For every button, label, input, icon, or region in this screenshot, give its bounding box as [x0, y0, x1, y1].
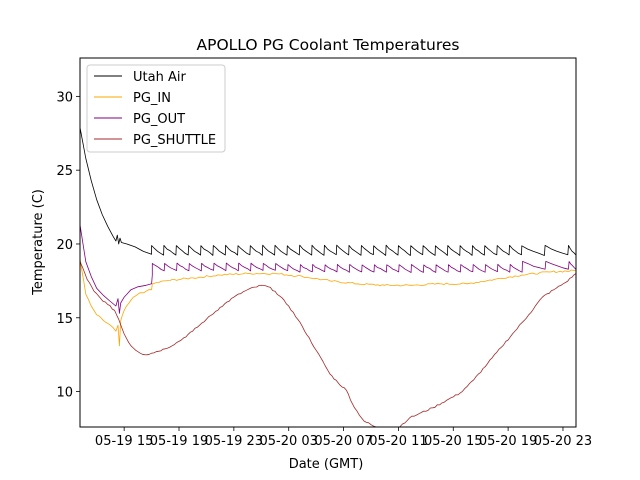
series-line-utah-air	[80, 127, 576, 256]
x-tick-label: 05-19 19	[150, 434, 208, 449]
y-tick-label: 10	[56, 386, 73, 401]
legend-label: PG_SHUTTLE	[133, 133, 216, 148]
x-axis-label: Date (GMT)	[289, 457, 364, 472]
legend: Utah Air PG_IN PG_OUT PG_SHUTTLE	[86, 64, 226, 153]
series-line-pg-shuttle	[80, 261, 576, 427]
x-tick-label: 05-20 11	[369, 434, 427, 449]
series-line-pg-in	[80, 258, 576, 347]
series-line-pg-out	[80, 224, 576, 314]
plot-lines	[80, 127, 576, 427]
x-tick-label: 05-19 15	[95, 434, 153, 449]
y-tick-label: 20	[56, 238, 73, 253]
y-tick-label: 15	[56, 312, 73, 327]
y-axis: 10 15 20 25 30	[56, 90, 80, 401]
y-axis-label: Temperature (C)	[31, 189, 46, 296]
y-tick-label: 30	[56, 90, 73, 105]
x-tick-label: 05-20 15	[424, 434, 482, 449]
x-tick-label: 05-19 23	[205, 434, 263, 449]
legend-box	[86, 64, 226, 153]
legend-label: Utah Air	[133, 70, 186, 85]
legend-label: PG_OUT	[133, 112, 185, 127]
y-tick-label: 25	[56, 164, 73, 179]
axes-frame	[79, 57, 577, 428]
chart-title: APOLLO PG Coolant Temperatures	[197, 36, 460, 54]
legend-label: PG_IN	[133, 91, 171, 106]
x-tick-label: 05-20 03	[259, 434, 317, 449]
x-tick-label: 05-20 19	[479, 434, 537, 449]
x-tick-label: 05-20 23	[534, 434, 592, 449]
x-tick-label: 05-20 07	[314, 434, 372, 449]
